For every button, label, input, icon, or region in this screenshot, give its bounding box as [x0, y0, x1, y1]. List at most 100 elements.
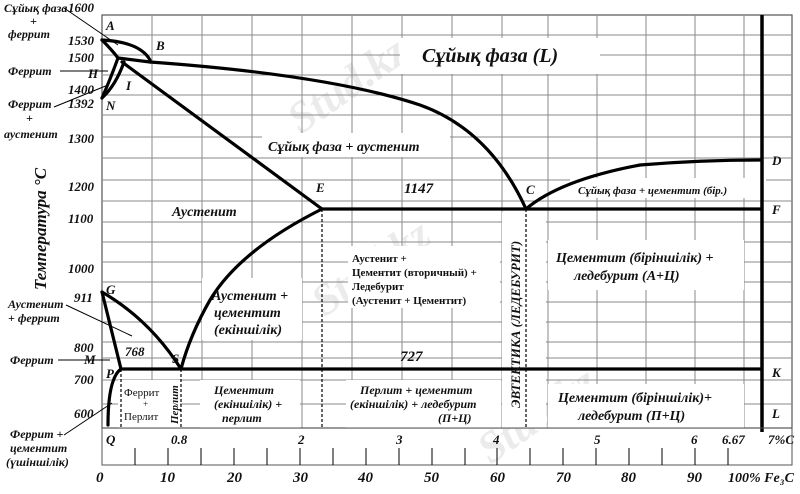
point-S: S: [172, 351, 179, 366]
point-H: H: [87, 66, 99, 81]
point-F: F: [771, 202, 781, 217]
svg-text:(П+Ц): (П+Ц): [438, 411, 472, 425]
region-ferrite-pearlite: Феррит + Перлит: [124, 387, 159, 423]
point-L: L: [771, 406, 780, 421]
svg-text:перлит: перлит: [222, 411, 262, 425]
svg-text:0.8: 0.8: [171, 432, 188, 447]
svg-text:10: 10: [160, 470, 176, 486]
svg-text:1200: 1200: [68, 179, 95, 194]
svg-text:Перлит + цементит: Перлит + цементит: [359, 383, 472, 397]
region-hypereutectic-high: Цементит (біріншілік) + ледебурит (А+Ц): [555, 251, 713, 284]
svg-text:цементит: цементит: [214, 306, 281, 321]
svg-text:Цементит (біріншілік) +: Цементит (біріншілік) +: [555, 251, 713, 266]
left-annotations: Сұйық фаза + феррит Феррит Феррит + ауст…: [4, 1, 133, 469]
point-D: D: [771, 153, 782, 168]
svg-text:6: 6: [691, 432, 698, 447]
svg-text:Цементит (вторичный) +: Цементит (вторичный) +: [352, 267, 477, 279]
svg-text:5: 5: [594, 432, 601, 447]
svg-text:Аустенит +: Аустенит +: [211, 289, 288, 304]
region-hypereutectic-low: Цементит (біріншілік)+ ледебурит (П+Ц): [557, 391, 712, 424]
svg-text:+: +: [143, 399, 148, 409]
svg-text:Феррит: Феррит: [8, 97, 52, 111]
point-K: K: [771, 365, 782, 380]
svg-text:70: 70: [556, 470, 572, 486]
svg-text:Аустенит +: Аустенит +: [352, 253, 407, 265]
svg-text:1600: 1600: [68, 0, 95, 15]
svg-text:цементит: цементит: [10, 441, 67, 455]
svg-text:600: 600: [74, 406, 94, 421]
point-A: A: [105, 18, 115, 33]
point-N: N: [105, 98, 116, 113]
grid: [101, 14, 793, 429]
x-axis-fe3c: 0 10 20 30 40 50 60 70 80 90 100% Fe₃C: [96, 448, 795, 486]
point-G: G: [106, 282, 116, 297]
svg-text:7%C: 7%C: [768, 432, 794, 447]
svg-text:ледебурит (П+Ц): ледебурит (П+Ц): [577, 409, 685, 424]
svg-text:+: +: [26, 111, 33, 125]
svg-text:Сұйық фаза: Сұйық фаза: [4, 1, 67, 15]
svg-text:20: 20: [226, 470, 243, 486]
svg-text:(екіншілік) +: (екіншілік) +: [214, 397, 282, 411]
svg-text:40: 40: [357, 470, 374, 486]
region-labels: Сұйық фаза (L) Сұйық фаза + аустенит Сұй…: [124, 45, 727, 425]
point-labels: A B H I N E C D F G M P S K L Q: [83, 18, 782, 447]
region-liquid: Сұйық фаза (L): [422, 45, 558, 67]
svg-text:+: +: [30, 14, 37, 28]
isotherm-727: 727: [400, 349, 423, 365]
svg-text:1392: 1392: [68, 96, 95, 111]
svg-text:30: 30: [292, 470, 309, 486]
region-liquid-cementite: Сұйық фаза + цементит (бір.): [578, 185, 727, 197]
point-P: P: [106, 366, 115, 381]
svg-text:1400: 1400: [68, 82, 95, 97]
svg-text:аустенит: аустенит: [4, 127, 58, 141]
svg-text:50: 50: [424, 470, 440, 486]
label-backgrounds: [118, 38, 766, 428]
svg-text:90: 90: [687, 470, 703, 486]
region-liquid-austenite: Сұйық фаза + аустенит: [268, 140, 420, 155]
svg-text:911: 911: [74, 290, 93, 305]
y-axis-title: Температура °C: [31, 167, 50, 290]
svg-text:(екіншілік) + ледебурит: (екіншілік) + ледебурит: [350, 397, 476, 411]
svg-text:Цементит (біріншілік)+: Цементит (біріншілік)+: [557, 391, 712, 406]
svg-text:0: 0: [96, 470, 104, 486]
phase-lines: [100, 15, 764, 432]
point-B: B: [155, 38, 165, 53]
x-axis-carbon: 0.8 2 3 4 5 6 6.67 7%C: [101, 427, 794, 466]
svg-text:100% Fe₃C: 100% Fe₃C: [728, 471, 795, 486]
region-pearlite: Перлит: [169, 385, 181, 425]
svg-text:(үшіншілік): (үшіншілік): [6, 455, 69, 469]
isotherm-labels: 1147 727 768: [125, 181, 434, 365]
point-I: I: [125, 78, 132, 93]
svg-text:1300: 1300: [68, 131, 95, 146]
svg-text:700: 700: [74, 372, 94, 387]
svg-text:3: 3: [395, 432, 403, 447]
svg-text:Цементит: Цементит: [213, 383, 274, 397]
svg-text:(екіншілік): (екіншілік): [214, 323, 282, 338]
svg-text:Феррит: Феррит: [124, 387, 159, 399]
svg-text:+ феррит: + феррит: [8, 311, 60, 325]
svg-text:60: 60: [490, 470, 506, 486]
svg-text:1530: 1530: [68, 33, 95, 48]
svg-text:1100: 1100: [68, 211, 94, 226]
point-Q: Q: [106, 432, 116, 447]
y-axis: 1600 1530 1500 1400 1392 1300 1200 1100 …: [31, 0, 95, 421]
region-austenite: Аустенит: [171, 205, 237, 220]
svg-text:феррит: феррит: [8, 27, 50, 41]
svg-text:2: 2: [297, 432, 305, 447]
svg-text:80: 80: [621, 470, 637, 486]
isotherm-1147: 1147: [404, 181, 434, 197]
svg-text:Феррит: Феррит: [8, 64, 52, 78]
svg-text:Ледебурит: Ледебурит: [352, 281, 404, 293]
region-cementite-pearlite: Цементит (екіншілік) + перлит: [213, 383, 282, 425]
region-hypoeutectic-high: Аустенит + Цементит (вторичный) + Ледебу…: [352, 253, 477, 307]
svg-text:Феррит +: Феррит +: [10, 427, 64, 441]
svg-text:Аустенит: Аустенит: [7, 297, 63, 311]
point-E: E: [315, 180, 325, 195]
svg-text:1500: 1500: [68, 50, 95, 65]
svg-text:1000: 1000: [68, 261, 95, 276]
svg-text:ледебурит (А+Ц): ледебурит (А+Ц): [573, 269, 680, 284]
svg-text:(Аустенит + Цементит): (Аустенит + Цементит): [352, 295, 467, 307]
svg-text:Перлит: Перлит: [124, 411, 159, 423]
region-hypoeutectic-low: Перлит + цементит (екіншілік) + ледебури…: [350, 383, 476, 425]
region-eutectic: ЭВТЕКТИКА (ЛЕДЕБУРИТ): [508, 241, 523, 408]
